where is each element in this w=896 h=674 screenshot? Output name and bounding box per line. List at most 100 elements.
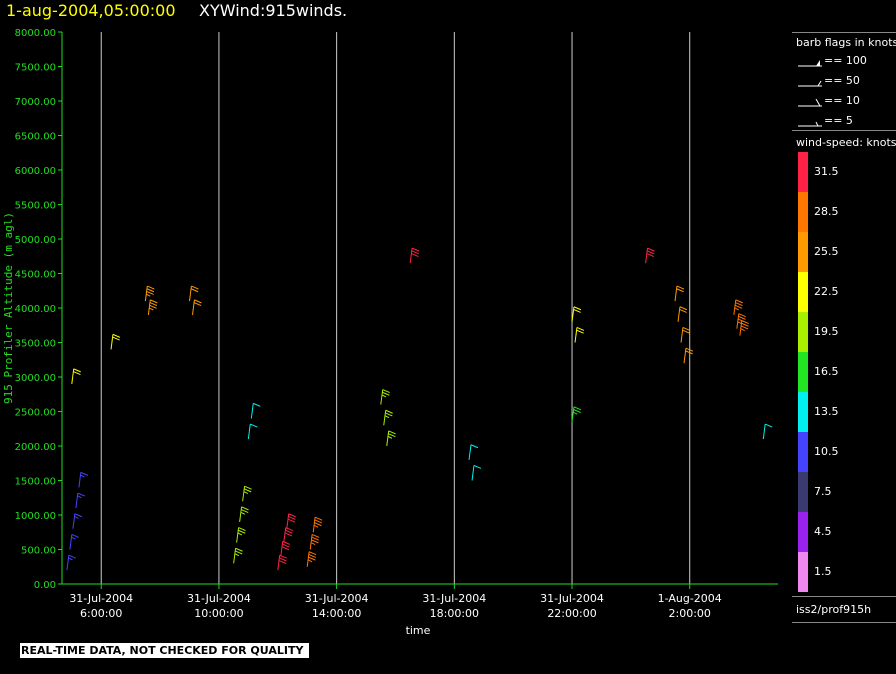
y-tick-label: 7000.00 [15,97,56,108]
barb-staff [380,389,384,405]
wind-barb [571,306,582,322]
barb-staff [674,286,678,302]
x-tick-date: 31-Jul-2004 [187,592,251,605]
barb-flag [679,309,687,313]
barb-flag [308,556,316,561]
colorbar-swatch [798,192,808,232]
barb-flag [284,532,293,537]
barb-flag [388,433,396,438]
barb-flag [740,325,749,330]
barb-half-flag [734,307,739,311]
barb-staff [312,517,316,533]
barb-flag [646,253,655,257]
x-tick-time: 2:00:00 [669,607,711,620]
barb-flag [80,471,89,476]
wind-barb [674,285,685,302]
wind-barb [192,299,202,315]
barb-staff [736,313,740,329]
barb-flag [311,539,319,544]
wind-barb [680,327,691,343]
barb-flag [741,320,749,325]
barb-staff [571,306,575,322]
y-tick-label: 1000.00 [15,511,56,522]
wind-barb [283,527,293,543]
barb-flag [279,557,287,562]
source-panel-bottom [792,622,896,623]
barb-staff [680,327,684,343]
barb-legend-panel [792,32,896,33]
colorbar-label: 22.5 [814,285,839,298]
wind-barb [250,402,261,419]
barb-staff [739,320,743,336]
barb-flag [411,253,419,257]
barb-flag [314,519,322,524]
y-tick-label: 0.00 [34,580,56,591]
barb-flag [685,350,693,355]
barb-staff [250,403,254,419]
wind-barb [571,406,582,422]
barb-flag [676,285,685,290]
wind-barb [739,320,749,336]
barb-staff [280,541,284,557]
wind-barb [147,299,158,315]
colorbar-label: 1.5 [814,565,832,578]
barb-flag [281,546,290,551]
barb-flag [682,327,691,331]
barb-half-flag [68,557,73,561]
wind-barb [242,485,252,502]
colorbar-swatch [798,392,808,432]
colorbar-swatch [798,312,808,352]
barb-staff [386,430,390,447]
barb-staff [409,248,413,264]
barb-flag-5-icon [815,121,819,127]
barb-staff [383,410,387,426]
barb-half-flag [387,435,393,439]
barb-staff [286,513,290,529]
barb-flag [71,534,80,538]
barb-staff [762,424,766,440]
x-tick-time: 18:00:00 [430,607,479,620]
barb-flag [147,285,155,290]
wind-barb [277,554,287,571]
barb-flag [573,306,582,311]
barb-half-flag [77,495,82,499]
barb-flag [146,288,155,293]
barb-flag [235,550,243,555]
barb-flag [285,529,293,534]
barb-staff [283,527,287,543]
barb-flag [190,288,199,293]
x-tick-time: 22:00:00 [547,607,596,620]
barb-staff [72,513,76,529]
barb-flag [646,250,655,255]
barb-flag [676,288,684,293]
barb-flag [679,306,688,311]
y-tick-label: 4500.00 [15,270,56,281]
barb-flag [149,302,158,307]
barb-staff [110,334,114,350]
barb-flag [112,333,121,338]
y-axis-ticks: 0.00 500.00 1000.00 1500.00 2000.00 2500.00 30… [15,28,62,591]
y-tick-label: 5000.00 [15,235,56,246]
barb-flag [191,285,199,290]
colorbar-label: 31.5 [814,165,839,178]
barb-flag [74,513,83,518]
barb-staff [247,424,251,440]
barb-flag [576,329,584,334]
barb-half-flag [71,536,76,540]
barb-flag [411,247,420,252]
barb-half-flag [313,524,319,528]
wind-barb [66,554,77,571]
barb-flag [311,536,319,541]
y-tick-label: 8000.00 [15,28,56,39]
barb-flag [573,406,582,411]
barb-flag [411,250,419,255]
barb-half-flag [573,411,578,415]
barb-staff [192,299,195,315]
wind-barb [762,423,773,440]
barb-flag [68,554,77,559]
wind-barb [69,534,80,550]
barb-flag [385,412,393,417]
barb-flag [735,299,743,304]
barb-flag [112,336,120,341]
barb-half-flag [149,307,154,311]
